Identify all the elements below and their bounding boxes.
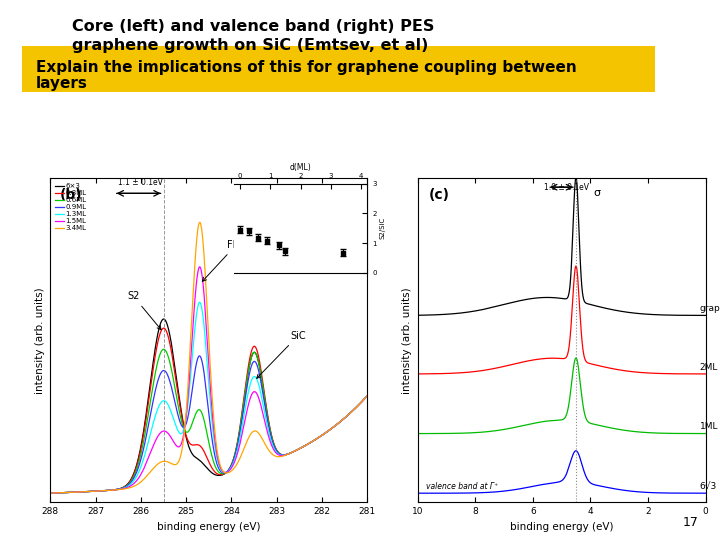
- Y-axis label: intensity (arb. units): intensity (arb. units): [402, 287, 412, 394]
- 1.3ML: [347, 409, 356, 415]
- Text: 6√3: 6√3: [700, 482, 717, 491]
- 0.9ML: [195, 353, 204, 359]
- Line: 6×3: 6×3: [50, 319, 367, 493]
- 6×3: [217, 472, 226, 478]
- 1.3ML: [55, 490, 64, 496]
- 0.6ML: [159, 346, 168, 353]
- 6×3: [46, 490, 55, 496]
- 6×3: [55, 490, 64, 496]
- 0.9ML: [46, 490, 55, 496]
- 6×3: [159, 316, 168, 322]
- 0.9ML: [217, 469, 226, 475]
- Bar: [22, 46, 655, 92]
- Legend: 6×3, 0.3ML, 0.6ML, 0.9ML, 1.3ML, 1.5ML, 3.4ML: 6×3, 0.3ML, 0.6ML, 0.9ML, 1.3ML, 1.5ML, …: [54, 181, 88, 233]
- Text: FLG: FLG: [202, 240, 246, 281]
- Line: 0.3ML: 0.3ML: [50, 328, 367, 493]
- 0.6ML: [217, 470, 226, 477]
- 0.9ML: [55, 490, 64, 496]
- 1.5ML: [113, 487, 122, 493]
- Title: d(ML): d(ML): [289, 163, 312, 172]
- 3.4ML: [55, 490, 64, 496]
- 1.5ML: [55, 490, 64, 496]
- Text: layers: layers: [36, 76, 88, 91]
- 1.3ML: [195, 299, 204, 306]
- 0.3ML: [159, 325, 168, 332]
- Text: 17: 17: [683, 516, 698, 529]
- 0.6ML: [55, 490, 64, 496]
- 1.5ML: [363, 393, 372, 399]
- 0.9ML: [209, 443, 217, 450]
- Text: graphite: graphite: [700, 304, 720, 313]
- 0.9ML: [347, 409, 356, 415]
- 0.3ML: [113, 486, 122, 492]
- 0.6ML: [55, 490, 64, 496]
- Text: valence band at Γ⁺: valence band at Γ⁺: [426, 482, 498, 491]
- Text: SiC: SiC: [257, 330, 306, 379]
- Line: 0.9ML: 0.9ML: [50, 356, 367, 493]
- 1.5ML: [55, 490, 64, 496]
- 3.4ML: [46, 490, 55, 496]
- 0.9ML: [363, 393, 372, 399]
- 1.3ML: [113, 486, 122, 492]
- X-axis label: binding energy (eV): binding energy (eV): [157, 522, 261, 531]
- Text: 1.0 ± 0.1eV: 1.0 ± 0.1eV: [544, 183, 589, 192]
- 3.4ML: [113, 487, 122, 493]
- 0.3ML: [46, 490, 55, 496]
- Line: 1.5ML: 1.5ML: [50, 267, 367, 493]
- 0.9ML: [113, 486, 122, 492]
- 1.3ML: [55, 490, 64, 496]
- Line: 3.4ML: 3.4ML: [50, 222, 367, 493]
- 0.9ML: [55, 490, 64, 496]
- Text: 2ML: 2ML: [700, 363, 719, 372]
- 0.6ML: [46, 490, 55, 496]
- 3.4ML: [209, 408, 217, 415]
- X-axis label: binding energy (eV): binding energy (eV): [510, 522, 613, 531]
- 1.3ML: [217, 468, 226, 474]
- 3.4ML: [347, 409, 356, 415]
- 3.4ML: [55, 490, 64, 496]
- 6×3: [209, 470, 217, 477]
- Text: graphene growth on SiC (Emtsev, et al): graphene growth on SiC (Emtsev, et al): [72, 38, 428, 53]
- 0.3ML: [363, 393, 372, 399]
- 1.5ML: [209, 420, 217, 426]
- Text: Explain the implications of this for graphene coupling between: Explain the implications of this for gra…: [36, 60, 577, 75]
- 0.6ML: [209, 457, 217, 464]
- 1.3ML: [363, 393, 372, 399]
- Text: 1ML: 1ML: [700, 422, 719, 431]
- 0.6ML: [363, 393, 372, 399]
- 0.6ML: [347, 409, 356, 415]
- 1.5ML: [195, 264, 204, 270]
- Line: 1.3ML: 1.3ML: [50, 302, 367, 493]
- 0.3ML: [347, 409, 356, 415]
- 1.5ML: [347, 409, 356, 415]
- 1.3ML: [46, 490, 55, 496]
- 6×3: [55, 490, 64, 496]
- Text: Core (left) and valence band (right) PES: Core (left) and valence band (right) PES: [72, 19, 434, 34]
- 1.5ML: [46, 490, 55, 496]
- Text: 1.1 ± 0.1eV: 1.1 ± 0.1eV: [119, 178, 163, 187]
- Line: 0.6ML: 0.6ML: [50, 349, 367, 493]
- 0.3ML: [209, 467, 217, 473]
- 0.6ML: [113, 486, 122, 492]
- Text: S2: S2: [127, 291, 161, 329]
- 3.4ML: [195, 219, 204, 226]
- 6×3: [113, 486, 122, 492]
- 0.3ML: [217, 471, 226, 478]
- Text: (c): (c): [429, 188, 450, 202]
- Y-axis label: S2/SiC: S2/SiC: [379, 217, 385, 239]
- 0.3ML: [55, 490, 64, 496]
- 3.4ML: [363, 393, 372, 399]
- Y-axis label: intensity (arb. units): intensity (arb. units): [35, 287, 45, 394]
- 3.4ML: [217, 465, 226, 472]
- 6×3: [363, 393, 372, 399]
- 1.5ML: [217, 467, 226, 473]
- 6×3: [347, 409, 356, 415]
- 1.3ML: [209, 429, 217, 436]
- 0.3ML: [55, 490, 64, 496]
- Text: σ: σ: [593, 188, 600, 198]
- Text: (b): (b): [60, 188, 83, 202]
